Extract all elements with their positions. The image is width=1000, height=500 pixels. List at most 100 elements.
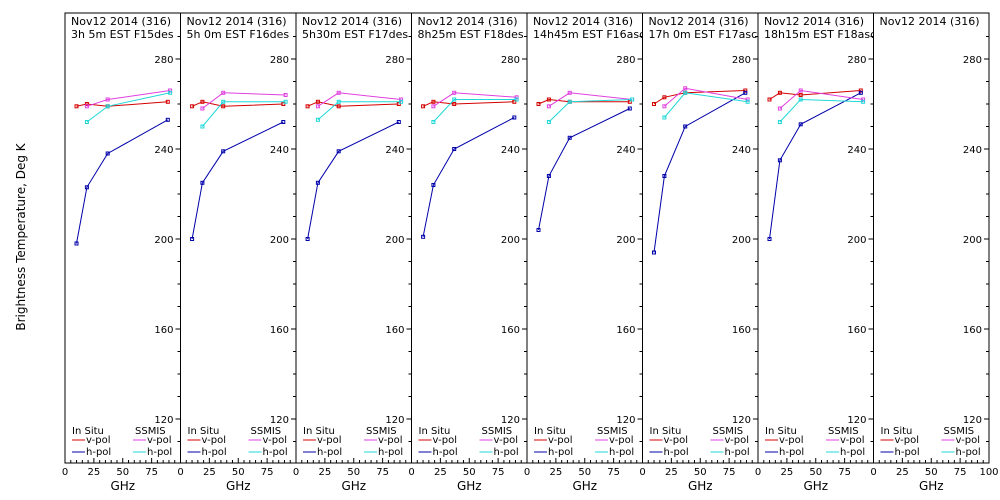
y-tick-label: 160	[154, 325, 173, 336]
panel-date-label: Nov12 2014 (316)	[71, 15, 171, 28]
x-tick-label: 50	[232, 467, 245, 478]
x-tick-label: 25	[88, 467, 101, 478]
data-point-insitu-h-pol	[536, 228, 541, 232]
series-line-insitu-v-pol	[422, 101, 515, 107]
legend-ssmis-header: SSMIS	[366, 426, 397, 437]
panel-title: Nov12 2014 (316)14h45m EST F16asc	[533, 15, 643, 41]
y-tick-label: 160	[616, 325, 635, 336]
data-point-ssmis-h-pol	[683, 90, 688, 95]
y-tick-label: 120	[501, 415, 520, 426]
data-point-insitu-v-pol	[546, 97, 551, 102]
panel-title: Nov12 2014 (316)	[880, 15, 980, 28]
data-point-ssmis-h-pol	[221, 99, 226, 104]
panel-title: Nov12 2014 (316)17h 0m EST F17asc	[649, 15, 758, 41]
x-tick-label: 50	[578, 467, 591, 478]
legend-ssmis-header: SSMIS	[135, 426, 166, 437]
data-point-insitu-h-pol	[421, 234, 426, 239]
data-point-ssmis-h-pol	[105, 104, 110, 109]
data-point-insitu-v-pol	[858, 88, 863, 93]
data-point-ssmis-v-pol	[662, 104, 667, 109]
y-tick-label: 200	[270, 235, 289, 246]
x-axis-label: GHz	[803, 479, 828, 493]
data-point-ssmis-h-pol	[399, 99, 404, 104]
panel-title: Nov12 2014 (316)5h 0m EST F16des	[187, 15, 290, 41]
data-point-insitu-h-pol	[777, 158, 782, 163]
x-axis-label: GHz	[919, 479, 944, 493]
data-point-insitu-h-pol	[627, 106, 632, 111]
data-point-insitu-h-pol	[105, 151, 110, 156]
data-point-insitu-v-pol	[652, 102, 656, 106]
y-tick-label: 240	[732, 145, 751, 156]
chart-panel-4: 120 160 200 240 280 0 25 50 75 GHz Nov12 2014 (316…	[408, 12, 528, 493]
data-point-ssmis-v-pol	[105, 97, 110, 102]
data-point-insitu-v-pol	[165, 99, 170, 104]
y-tick-label: 240	[963, 145, 982, 156]
panel-time-satellite-label: 5h 0m EST F16des	[187, 28, 290, 41]
data-point-insitu-v-pol	[221, 104, 226, 109]
panel-date-label: Nov12 2014 (316)	[880, 15, 980, 28]
y-tick-label: 280	[385, 55, 404, 66]
panel-title: Nov12 2014 (316)18h15m EST F18asc	[764, 15, 874, 41]
data-point-insitu-h-pol	[221, 149, 226, 154]
data-point-ssmis-h-pol	[630, 97, 635, 102]
x-tick-label: 50	[694, 467, 707, 478]
legend-ssmis-header: SSMIS	[944, 426, 975, 437]
x-tick-label: 0	[177, 467, 183, 478]
series-line-insitu-h-pol	[191, 121, 284, 240]
data-point-insitu-h-pol	[683, 124, 688, 129]
data-point-ssmis-h-pol	[431, 120, 436, 124]
data-point-insitu-v-pol	[421, 104, 426, 109]
legend-in-situ-header: In Situ	[419, 426, 451, 437]
series-line-ssmis-h-pol	[433, 99, 517, 123]
data-point-ssmis-v-pol	[283, 93, 288, 97]
series-line-insitu-h-pol	[76, 119, 169, 244]
data-point-insitu-v-pol	[743, 88, 748, 93]
data-point-ssmis-v-pol	[777, 106, 782, 111]
x-tick-label: 75	[723, 467, 736, 478]
legend-label-ssmis-h-pol: h-pol	[147, 447, 172, 458]
legend-in-situ-header: In Situ	[534, 426, 566, 437]
series-line-insitu-v-pol	[191, 101, 284, 107]
data-point-ssmis-v-pol	[798, 88, 803, 93]
data-point-ssmis-v-pol	[168, 88, 173, 93]
data-point-ssmis-v-pol	[861, 97, 866, 102]
x-tick-label: 25	[781, 467, 794, 478]
data-point-ssmis-v-pol	[546, 104, 551, 109]
data-point-insitu-h-pol	[767, 237, 772, 241]
legend-label-insitu-h-pol: h-pol	[433, 447, 458, 458]
data-point-insitu-v-pol	[536, 102, 541, 106]
series-line-ssmis-h-pol	[202, 101, 286, 127]
legend-label-ssmis-h-pol: h-pol	[494, 447, 519, 458]
y-tick-label: 280	[501, 55, 520, 66]
data-point-ssmis-h-pol	[168, 90, 173, 95]
panel-time-satellite-label: 8h25m EST F18des	[418, 28, 524, 41]
data-point-insitu-v-pol	[431, 99, 436, 104]
y-tick-label: 160	[963, 325, 982, 336]
data-point-insitu-v-pol	[798, 93, 803, 97]
data-point-ssmis-v-pol	[514, 95, 519, 100]
data-point-ssmis-h-pol	[861, 99, 866, 104]
data-point-ssmis-v-pol	[745, 97, 750, 102]
panel-time-satellite-label: 5h30m EST F17des	[302, 28, 408, 41]
series-line-insitu-v-pol	[307, 101, 399, 107]
x-tick-label: 0	[870, 467, 876, 478]
series-line-insitu-h-pol	[307, 121, 400, 240]
legend-label-insitu-h-pol: h-pol	[317, 447, 342, 458]
y-tick-label: 240	[270, 145, 289, 156]
data-point-ssmis-v-pol	[221, 90, 226, 95]
y-tick-label: 240	[154, 145, 173, 156]
series-line-ssmis-v-pol	[779, 89, 864, 109]
data-point-ssmis-v-pol	[567, 90, 572, 95]
legend-ssmis-header: SSMIS	[828, 426, 859, 437]
legend-label-insitu-h-pol: h-pol	[548, 447, 573, 458]
y-tick-label: 200	[501, 235, 520, 246]
panel-title: Nov12 2014 (316)5h30m EST F17des	[302, 15, 408, 41]
panel-title: Nov12 2014 (316)8h25m EST F18des	[418, 15, 524, 41]
x-axis-label: GHz	[688, 479, 713, 493]
x-tick-label: 75	[492, 467, 505, 478]
y-tick-label: 280	[270, 55, 289, 66]
y-tick-label: 200	[847, 235, 866, 246]
